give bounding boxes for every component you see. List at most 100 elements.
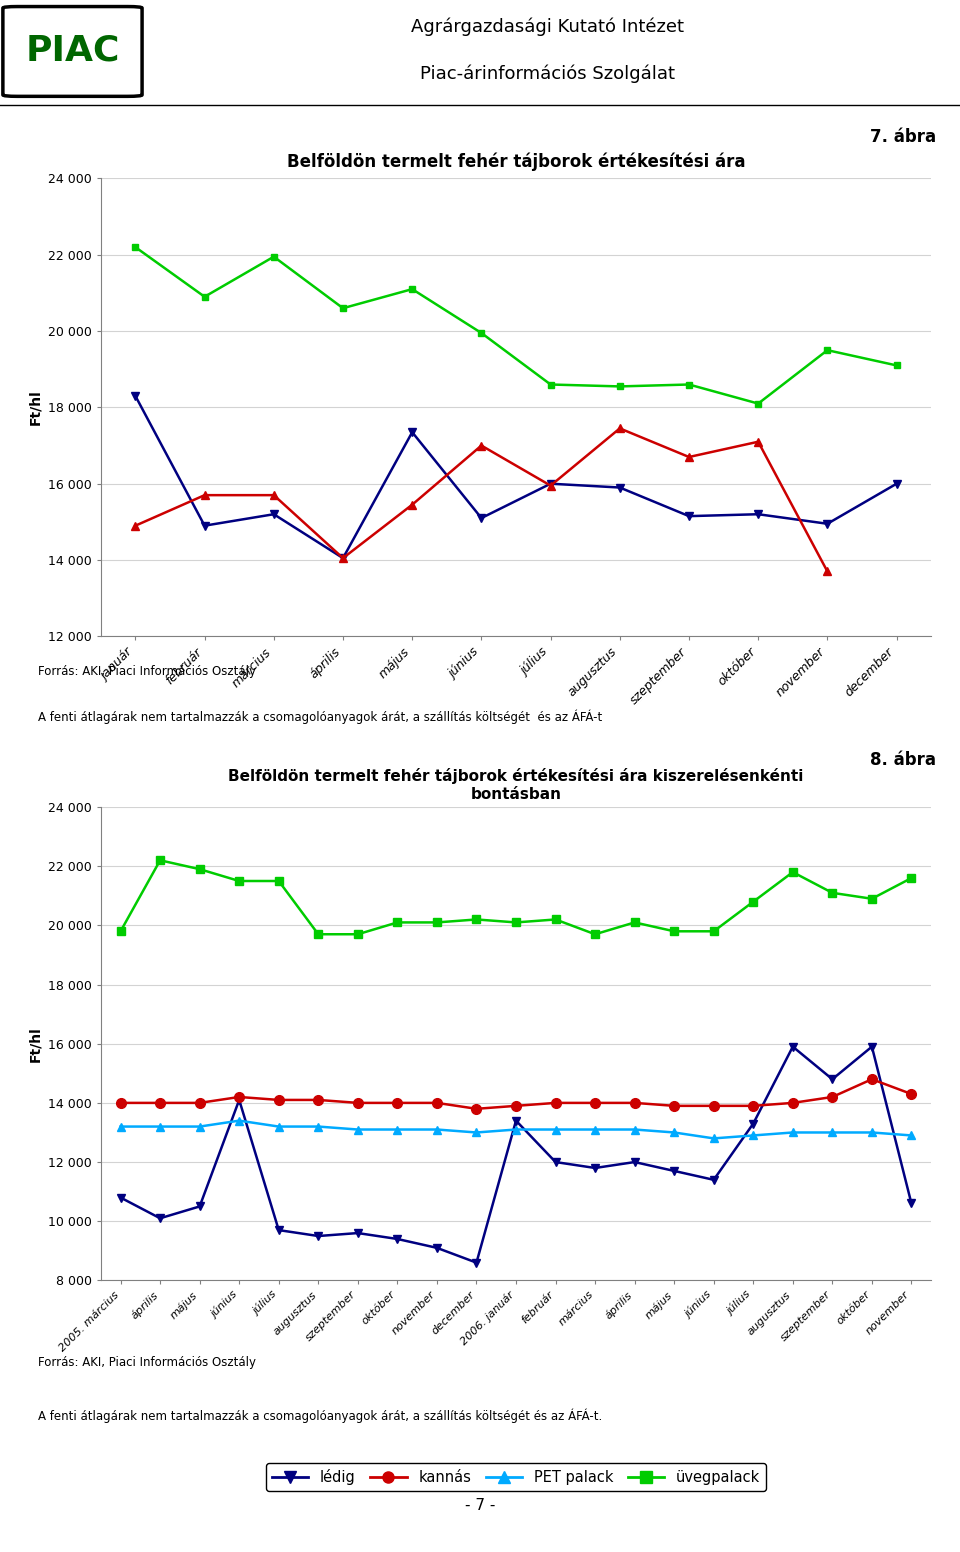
2006	[822, 562, 833, 580]
kannás	[629, 1094, 640, 1113]
üvegpalack	[470, 909, 482, 928]
Title: Belföldön termelt fehér tájborok értékesítési ára: Belföldön termelt fehér tájborok értékes…	[287, 152, 745, 171]
kannás	[352, 1094, 364, 1113]
2004	[614, 377, 626, 396]
2006	[684, 447, 695, 466]
lédig	[787, 1037, 799, 1055]
lédig	[511, 1111, 522, 1130]
2005	[684, 508, 695, 526]
üvegpalack	[589, 925, 601, 944]
2005	[406, 422, 418, 441]
Line: lédig: lédig	[116, 1043, 916, 1266]
PET palack	[550, 1121, 562, 1139]
2006	[614, 419, 626, 438]
lédig	[273, 1221, 284, 1240]
Y-axis label: Ft/hl: Ft/hl	[29, 390, 42, 425]
2006	[337, 549, 348, 568]
kannás	[827, 1088, 838, 1107]
2004	[406, 279, 418, 298]
PET palack	[194, 1117, 205, 1136]
2005	[130, 386, 141, 405]
Text: Piac-árinformációs Szolgálat: Piac-árinformációs Szolgálat	[420, 64, 675, 82]
Line: 2005: 2005	[132, 391, 900, 562]
PET palack	[827, 1124, 838, 1142]
2004	[753, 394, 764, 413]
kannás	[392, 1094, 403, 1113]
lédig	[748, 1114, 759, 1133]
lédig	[827, 1069, 838, 1088]
lédig	[629, 1153, 640, 1172]
2004	[130, 237, 141, 256]
kannás	[589, 1094, 601, 1113]
lédig	[550, 1153, 562, 1172]
kannás	[511, 1097, 522, 1116]
PET palack	[905, 1127, 917, 1145]
üvegpalack	[115, 922, 127, 941]
Line: 2006: 2006	[132, 424, 831, 576]
Text: 7. ábra: 7. ábra	[870, 129, 936, 146]
kannás	[115, 1094, 127, 1113]
PET palack	[629, 1121, 640, 1139]
lédig	[194, 1197, 205, 1215]
Y-axis label: Ft/hl: Ft/hl	[29, 1026, 42, 1062]
2006	[268, 486, 279, 504]
2005	[822, 514, 833, 532]
Text: 8. ábra: 8. ábra	[870, 751, 936, 768]
kannás	[313, 1091, 324, 1110]
2006	[475, 436, 487, 455]
lédig	[233, 1091, 245, 1110]
PET palack	[668, 1124, 680, 1142]
2005	[337, 549, 348, 568]
PET palack	[708, 1130, 719, 1148]
2005	[199, 517, 210, 535]
üvegpalack	[668, 922, 680, 941]
lédig	[352, 1225, 364, 1243]
Text: A fenti átlagárak nem tartalmazzák a csomagolóanyagok árát, a szállítás költségé: A fenti átlagárak nem tartalmazzák a cso…	[38, 1408, 603, 1423]
kannás	[866, 1069, 877, 1088]
Text: A fenti átlagárak nem tartalmazzák a csomagolóanyagok árát, a szállítás költségé: A fenti átlagárak nem tartalmazzák a cso…	[38, 709, 603, 725]
2004	[545, 376, 557, 394]
kannás	[668, 1097, 680, 1116]
Text: - 7 -: - 7 -	[465, 1498, 495, 1513]
2004	[891, 355, 902, 374]
üvegpalack	[827, 883, 838, 902]
kannás	[431, 1094, 443, 1113]
kannás	[470, 1099, 482, 1117]
2004	[822, 341, 833, 360]
2004	[199, 287, 210, 306]
Line: 2004: 2004	[132, 244, 900, 407]
PET palack	[589, 1121, 601, 1139]
2005	[268, 504, 279, 523]
Line: üvegpalack: üvegpalack	[116, 857, 916, 939]
Title: Belföldön termelt fehér tájborok értékesítési ára kiszerelésenkénti
bontásban: Belföldön termelt fehér tájborok értékes…	[228, 768, 804, 802]
2006	[130, 517, 141, 535]
lédig	[431, 1238, 443, 1257]
üvegpalack	[629, 913, 640, 931]
2005	[545, 475, 557, 494]
PET palack	[748, 1127, 759, 1145]
2005	[891, 475, 902, 494]
lédig	[866, 1037, 877, 1055]
üvegpalack	[352, 925, 364, 944]
lédig	[905, 1193, 917, 1212]
kannás	[194, 1094, 205, 1113]
2006	[753, 433, 764, 452]
üvegpalack	[905, 869, 917, 888]
üvegpalack	[866, 889, 877, 908]
Text: Agrárgazdasági Kutató Intézet: Agrárgazdasági Kutató Intézet	[411, 19, 684, 37]
üvegpalack	[431, 913, 443, 931]
2004	[684, 376, 695, 394]
üvegpalack	[155, 850, 166, 869]
PET palack	[155, 1117, 166, 1136]
üvegpalack	[313, 925, 324, 944]
üvegpalack	[708, 922, 719, 941]
Line: PET palack: PET palack	[116, 1116, 916, 1142]
lédig	[589, 1159, 601, 1178]
2005	[614, 478, 626, 497]
üvegpalack	[233, 872, 245, 891]
üvegpalack	[273, 872, 284, 891]
üvegpalack	[392, 913, 403, 931]
2005	[753, 504, 764, 523]
2004	[337, 300, 348, 318]
2004	[475, 324, 487, 343]
